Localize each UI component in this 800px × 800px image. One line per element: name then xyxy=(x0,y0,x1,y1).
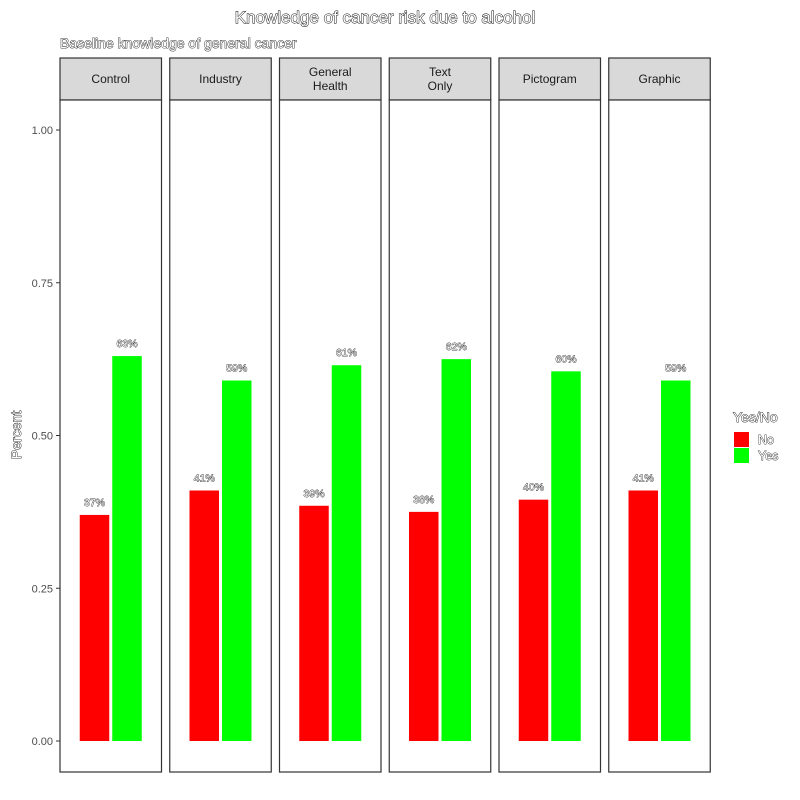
bar-value-label: 59% xyxy=(665,363,686,375)
bar-no xyxy=(409,511,439,741)
facet-panel-border xyxy=(498,99,602,773)
facet-panel: Control 37% 63% xyxy=(59,57,163,773)
facet-strip xyxy=(388,57,492,101)
bar-yes xyxy=(441,359,471,741)
facet-panel-border xyxy=(388,99,492,773)
facet-panel-border xyxy=(278,99,382,773)
facet-strip xyxy=(59,57,163,101)
bar-value-label: 41% xyxy=(633,472,654,484)
bar-yes xyxy=(551,371,581,741)
facet-panel: Pictogram 40% 60% xyxy=(498,57,602,773)
legend: Yes/No No Yes xyxy=(733,409,779,464)
chart-title: Knowledge of cancer risk due to alcohol xyxy=(235,8,536,27)
facet-strip-label: Industry xyxy=(199,72,242,86)
facet-strip-label: Only xyxy=(428,79,453,93)
bar-value-label: 41% xyxy=(194,472,215,484)
bar-yes xyxy=(331,365,362,741)
bar-yes xyxy=(222,380,252,741)
y-tick-label: 0.50 xyxy=(32,431,53,443)
bar-value-label: 38% xyxy=(413,494,434,506)
facet-panels: Control 37% 63% Industry 41% 59% GeneralHealth… xyxy=(59,57,711,773)
bar-value-label: 61% xyxy=(336,347,357,359)
bar-yes xyxy=(112,356,142,741)
bar-no xyxy=(189,490,219,741)
facet-strip xyxy=(278,57,382,101)
legend-label: Yes xyxy=(758,449,778,463)
facet-strip xyxy=(608,57,711,101)
bar-yes xyxy=(661,380,691,741)
facet-panel-border xyxy=(608,99,711,773)
bar-value-label: 60% xyxy=(555,353,576,365)
legend-key-yes xyxy=(734,448,749,463)
facet-panel: Graphic 41% 59% xyxy=(608,57,711,773)
facet-panel-border xyxy=(59,99,163,773)
legend-title: Yes/No xyxy=(733,409,778,425)
bar-no xyxy=(518,499,549,741)
facet-strip-label: Pictogram xyxy=(523,72,577,86)
facet-strip-label: Graphic xyxy=(638,72,680,86)
bar-no xyxy=(628,490,658,741)
bar-value-label: 37% xyxy=(84,497,105,509)
facet-strip-label: Text xyxy=(429,65,452,79)
bar-value-label: 59% xyxy=(226,363,247,375)
bar-no xyxy=(79,514,110,741)
y-axis-label: Percent xyxy=(8,411,24,459)
y-tick-label: 1.00 xyxy=(32,125,53,137)
facet-strip-label: General xyxy=(309,65,352,79)
legend-key-no xyxy=(734,432,749,447)
legend-label: No xyxy=(758,433,774,447)
y-tick-label: 0.25 xyxy=(32,583,53,595)
bar-value-label: 63% xyxy=(116,338,137,350)
y-tick-label: 0.75 xyxy=(32,278,53,290)
facet-strip xyxy=(498,57,602,101)
bar-value-label: 40% xyxy=(523,482,544,494)
bar-no xyxy=(299,505,329,741)
facet-strip-label: Health xyxy=(313,79,348,93)
facet-panel-border xyxy=(169,99,272,773)
y-axis: 0.00 0.25 0.50 0.75 1.00 xyxy=(32,125,60,748)
chart-subtitle: Baseline knowledge of general cancer xyxy=(60,35,297,51)
facet-strip-label: Control xyxy=(91,72,130,86)
legend-items: No Yes xyxy=(734,432,779,463)
y-tick-label: 0.00 xyxy=(32,736,53,748)
bar-value-label: 39% xyxy=(303,488,324,500)
facet-panel: Industry 41% 59% xyxy=(169,57,272,773)
bar-value-label: 62% xyxy=(446,341,467,353)
